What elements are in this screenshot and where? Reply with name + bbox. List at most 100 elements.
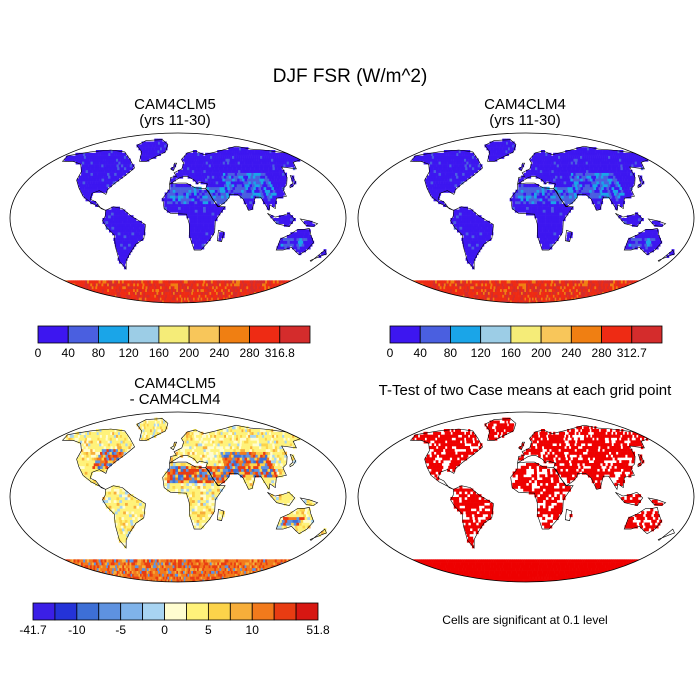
map-clm4 [357, 132, 695, 304]
colorbar-difference: -41.7 -10 -5 0 5 10 51.8 [19, 602, 330, 637]
coastline [169, 424, 303, 491]
colorbar-tick-label: 0 [161, 623, 168, 637]
map-border [357, 132, 695, 304]
colorbar-swatch [98, 325, 130, 344]
coastline [409, 149, 483, 211]
coastline [275, 228, 314, 256]
panel-clm4-title-line1: CAM4CLM4 [484, 96, 566, 113]
colorbar-swatch [249, 325, 281, 344]
coastline [289, 453, 297, 468]
colorbar-swatch [480, 325, 512, 344]
coastline [615, 212, 644, 227]
colorbar-tick-label: 40 [414, 346, 428, 360]
colorbar-swatch [570, 325, 602, 344]
map-ttest [357, 411, 695, 583]
colorbar-tick-label: 240 [209, 346, 229, 360]
colorbar-clm5: 0 40 80 120 160 200 240 280 316.8 [35, 325, 311, 360]
colorbar-clm4: 0 40 80 120 160 200 240 280 312.7 [387, 325, 663, 360]
coastline [637, 453, 645, 468]
coastline [450, 485, 494, 549]
coastline [169, 441, 178, 451]
coastline [216, 229, 225, 242]
coastline [647, 497, 667, 506]
map-cells [61, 417, 327, 582]
coastline [61, 428, 135, 490]
map-clm5 [9, 132, 347, 304]
colorbar-swatch [229, 602, 253, 621]
panel-diff-title-line2: - CAM4CLM4 [129, 391, 221, 408]
colorbar-swatch [251, 602, 275, 621]
coastline [517, 162, 526, 172]
coastline [136, 139, 169, 162]
coastline [450, 206, 494, 270]
coastline [267, 212, 296, 227]
colorbar-swatch [98, 602, 122, 621]
colorbar-swatch [186, 602, 209, 621]
colorbar-swatch [419, 325, 451, 344]
colorbar-swatch [295, 602, 319, 621]
colorbar-tick-label: 280 [240, 346, 260, 360]
map-border [9, 411, 347, 583]
coastline [409, 428, 483, 490]
coastline [647, 218, 667, 227]
colorbar-tick-label: 312.7 [617, 346, 647, 360]
map-difference [9, 411, 347, 583]
colorbar-tick-label: 200 [179, 346, 199, 360]
coastline [657, 528, 675, 541]
colorbar-tick-label: -5 [115, 623, 126, 637]
significance-note: Cells are significant at 0.1 level [442, 613, 608, 627]
coastline [623, 228, 662, 256]
coastline [299, 218, 319, 227]
colorbar-swatch [76, 602, 100, 621]
coastline [637, 174, 645, 189]
colorbar-tick-label: 120 [471, 346, 491, 360]
coastline [309, 528, 327, 541]
coastline [564, 229, 573, 242]
colorbar-swatch [450, 325, 482, 344]
coastline [510, 182, 574, 251]
colorbar-tick-label: 160 [149, 346, 169, 360]
colorbar-tick-label: 160 [501, 346, 521, 360]
map-border [9, 132, 347, 304]
colorbar-swatch [32, 602, 56, 621]
colorbar-tick-label: 0 [35, 346, 42, 360]
coastline [484, 418, 517, 441]
colorbar-tick-label: 40 [62, 346, 76, 360]
coastline [517, 424, 651, 491]
coastline [299, 497, 319, 506]
colorbar-tick-label: 10 [246, 623, 260, 637]
colorbar-swatch [128, 325, 160, 344]
colorbar-tick-label: -10 [68, 623, 86, 637]
coastline [61, 149, 135, 211]
colorbar-tick-label: 200 [531, 346, 551, 360]
coastline [102, 485, 146, 549]
coastline [169, 162, 178, 172]
colorbar-tick-label: 0 [387, 346, 394, 360]
colorbar-swatch [142, 602, 165, 621]
colorbar-swatch [631, 325, 663, 344]
coastline [216, 508, 225, 521]
colorbar-tick-label: 5 [205, 623, 212, 637]
panel-diff-title-line1: CAM4CLM5 [134, 375, 216, 392]
coastline [623, 507, 662, 535]
colorbar-swatch [158, 325, 190, 344]
colorbar-swatch [218, 325, 250, 344]
colorbar-swatch [37, 325, 69, 344]
coastline [136, 418, 169, 441]
colorbar-swatch [279, 325, 311, 344]
colorbar-tick-label: 120 [119, 346, 139, 360]
coastline [162, 182, 226, 251]
map-cells [61, 138, 327, 303]
colorbar-tick-label: 80 [444, 346, 458, 360]
coastline [309, 249, 327, 262]
coastline [169, 145, 303, 212]
colorbar-swatch [54, 602, 78, 621]
coastline [484, 139, 517, 162]
colorbar-tick-label: 240 [561, 346, 581, 360]
panel-clm4-title-line2: (yrs 11-30) [489, 112, 561, 129]
colorbar-swatch [601, 325, 633, 344]
panel-clm5-title-line1: CAM4CLM5 [134, 96, 216, 113]
figure-title: DJF FSR (W/m^2) [272, 66, 428, 87]
coastline [517, 145, 651, 212]
panel-clm4-title: CAM4CLM4 (yrs 11-30) [390, 97, 660, 129]
